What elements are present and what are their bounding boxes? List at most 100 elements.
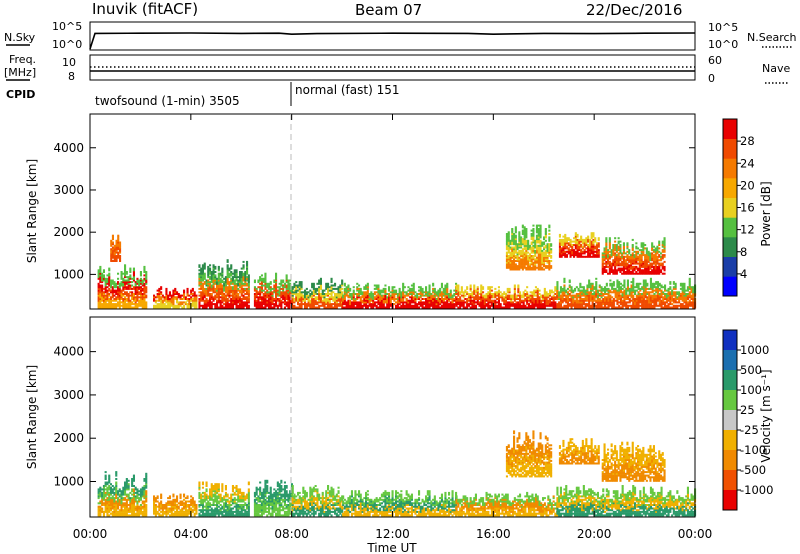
heatmap-cell	[530, 234, 533, 237]
heatmap-cell	[214, 298, 217, 300]
heatmap-cell	[503, 296, 506, 299]
heatmap-cell	[341, 284, 344, 287]
heatmap-cell	[410, 296, 413, 299]
heatmap-cell	[528, 263, 531, 266]
heatmap-cell	[110, 256, 113, 259]
heatmap-cell	[523, 229, 526, 232]
heatmap-cell	[230, 306, 233, 309]
heatmap-cell	[304, 304, 307, 307]
heatmap-cell	[535, 244, 538, 247]
heatmap-cell	[517, 289, 520, 292]
heatmap-cell	[593, 287, 596, 290]
heatmap-cell	[648, 299, 651, 302]
heatmap-cell	[312, 291, 315, 294]
heatmap-cell	[198, 264, 201, 267]
heatmap-cell	[396, 293, 399, 295]
heatmap-cell	[543, 255, 546, 257]
heatmap-cell	[141, 304, 144, 307]
heatmap-cell	[527, 299, 530, 302]
heatmap-cell	[120, 284, 123, 287]
heatmap-cell	[550, 289, 553, 292]
heatmap-cell	[339, 289, 342, 292]
heatmap-cell	[676, 293, 679, 295]
heatmap-cell	[203, 265, 206, 268]
heatmap-cell	[686, 287, 689, 290]
heatmap-cell	[165, 299, 168, 302]
freq-tick-bottom: 8	[68, 70, 75, 83]
heatmap-cell	[275, 286, 278, 289]
heatmap-cell	[639, 301, 642, 304]
heatmap-cell	[209, 284, 212, 287]
heatmap-cell	[223, 286, 226, 289]
heatmap-cell	[217, 267, 220, 270]
heatmap-cell	[579, 299, 582, 302]
heatmap-cell	[649, 306, 652, 309]
heatmap-cell	[483, 294, 486, 297]
heatmap-cell	[539, 231, 542, 234]
heatmap-cell	[214, 265, 217, 268]
heatmap-cell	[127, 299, 130, 302]
heatmap-cell	[316, 296, 319, 299]
heatmap-cell	[576, 240, 579, 243]
heatmap-cell	[209, 264, 212, 267]
heatmap-cell	[104, 303, 107, 306]
heatmap-cell	[244, 289, 247, 292]
heatmap-cell	[124, 265, 127, 268]
heatmap-cell	[469, 303, 472, 306]
heatmap-cell	[672, 287, 675, 290]
heatmap-cell	[632, 299, 635, 302]
heatmap-cell	[223, 287, 226, 290]
heatmap-cell	[380, 298, 383, 300]
heatmap-cell	[534, 258, 537, 261]
heatmap-cell	[556, 293, 559, 295]
heatmap-cell	[115, 241, 118, 244]
heatmap-cell	[656, 294, 659, 297]
heatmap-cell	[513, 241, 516, 244]
heatmap-cell	[574, 296, 577, 299]
heatmap-cell	[609, 303, 612, 306]
heatmap-cell	[209, 286, 212, 289]
heatmap-cell	[209, 267, 212, 270]
heatmap-cell	[109, 289, 112, 292]
heatmap-cell	[534, 266, 537, 269]
heatmap-cell	[410, 298, 413, 300]
heatmap-cell	[478, 301, 481, 304]
heatmap-cell	[407, 289, 410, 292]
heatmap-cell	[127, 286, 130, 289]
heatmap-cell	[520, 244, 523, 247]
heatmap-cell	[285, 294, 288, 297]
heatmap-cell	[632, 294, 635, 297]
heatmap-cell	[565, 294, 568, 297]
heatmap-cell	[552, 303, 555, 306]
heatmap-cell	[496, 298, 499, 300]
heatmap-cell	[648, 291, 651, 294]
heatmap-cell	[466, 303, 469, 306]
heatmap-cell	[499, 294, 502, 297]
heatmap-cell	[460, 289, 463, 292]
heatmap-cell	[113, 282, 116, 285]
heatmap-cell	[653, 294, 656, 297]
heatmap-cell	[168, 303, 171, 306]
heatmap-cell	[511, 249, 514, 252]
heatmap-cell	[516, 260, 519, 262]
heatmap-cell	[614, 287, 617, 290]
heatmap-cell	[293, 301, 296, 304]
heatmap-cell	[437, 304, 440, 307]
heatmap-cell	[637, 284, 640, 287]
heatmap-cell	[476, 294, 479, 297]
heatmap-cell	[626, 279, 629, 282]
heatmap-cell	[343, 293, 346, 295]
heatmap-cell	[579, 303, 582, 306]
heatmap-cell	[513, 256, 516, 259]
heatmap-cell	[511, 253, 514, 256]
heatmap-cell	[129, 287, 132, 290]
heatmap-cell	[205, 281, 208, 284]
heatmap-cell	[568, 281, 571, 284]
heatmap-cell	[97, 274, 100, 277]
heatmap-cell	[558, 291, 561, 294]
heatmap-cell	[379, 289, 382, 292]
heatmap-cell	[316, 301, 319, 304]
heatmap-cell	[623, 303, 626, 306]
heatmap-cell	[200, 282, 203, 285]
heatmap-cell	[407, 299, 410, 302]
